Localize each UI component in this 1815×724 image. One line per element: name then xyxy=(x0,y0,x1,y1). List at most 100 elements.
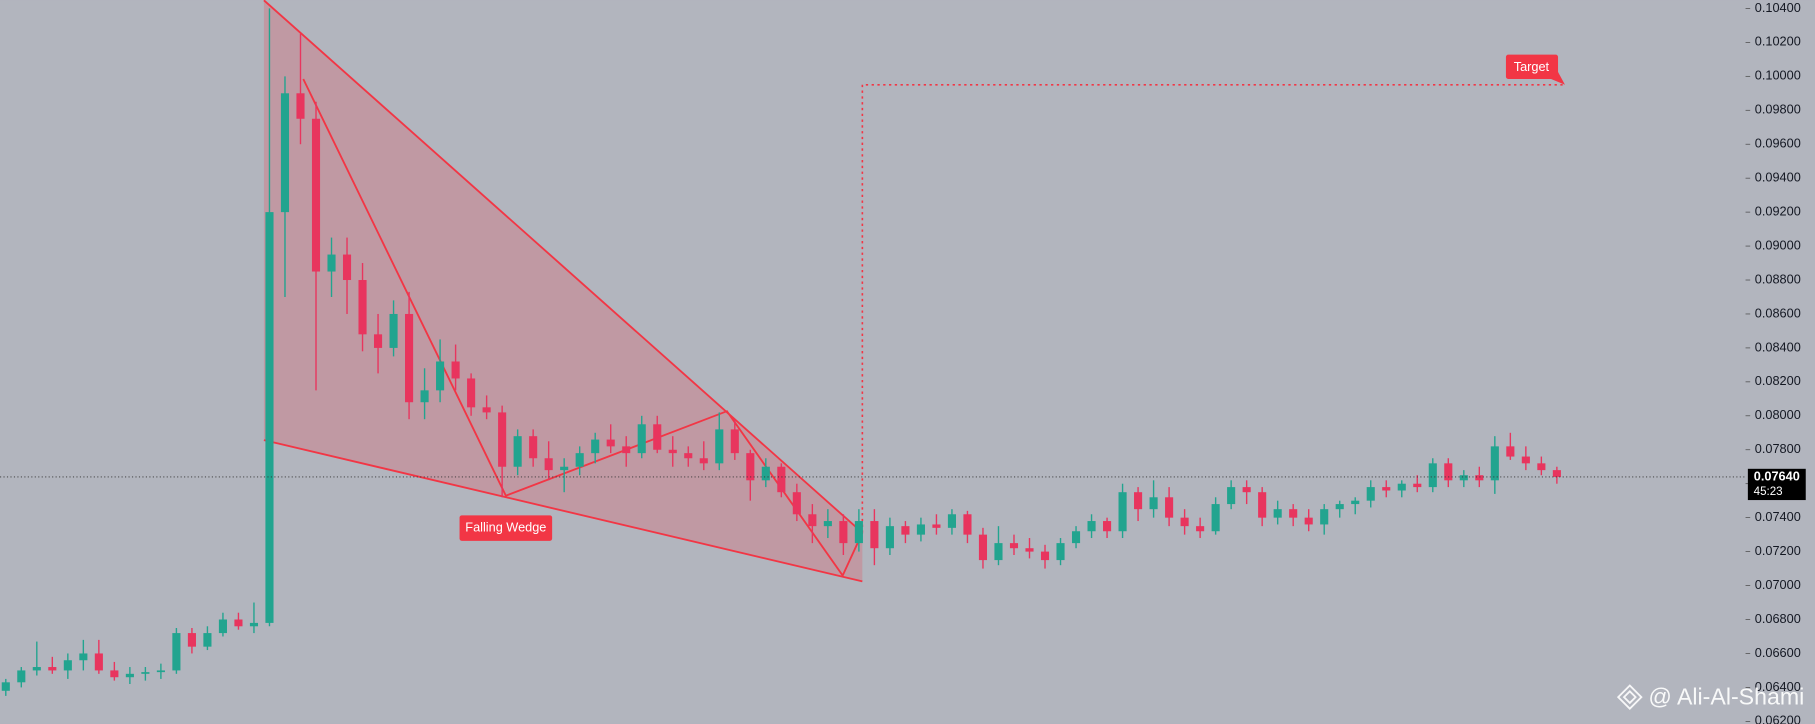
y-tick-label: 0.07400 xyxy=(1755,509,1801,524)
candle-body xyxy=(1428,463,1437,488)
candle-body xyxy=(342,254,352,281)
y-tick-label: 0.08800 xyxy=(1755,271,1801,286)
candle-body xyxy=(32,667,41,671)
candle-body xyxy=(498,412,507,467)
candle-body xyxy=(699,458,708,464)
pattern-label: Falling Wedge xyxy=(465,519,546,534)
candle-body xyxy=(1056,543,1065,561)
candle-body xyxy=(358,280,367,335)
y-tick-label: 0.06800 xyxy=(1755,611,1801,626)
candle-body xyxy=(792,492,801,515)
y-tick-label: 0.06400 xyxy=(1755,679,1801,694)
candle-body xyxy=(1444,463,1453,481)
candle-body xyxy=(1103,521,1112,532)
candle-body xyxy=(1242,487,1251,493)
candle-body xyxy=(1413,483,1422,488)
candle-body xyxy=(1,682,10,691)
candle-body xyxy=(405,313,414,403)
candle-body xyxy=(1537,463,1546,471)
candle-body xyxy=(870,521,879,549)
candle-body xyxy=(436,361,445,391)
candle-body xyxy=(48,667,57,671)
candle-body xyxy=(947,514,957,528)
candle-body xyxy=(1025,548,1034,552)
candle-body xyxy=(451,361,460,379)
candle-body xyxy=(1351,500,1360,505)
candle-body xyxy=(249,622,259,627)
candle-body xyxy=(668,449,677,454)
candle-body xyxy=(280,93,290,213)
candle-body xyxy=(513,436,522,467)
candle-body xyxy=(110,670,119,678)
candle-body xyxy=(978,534,988,561)
candle-body xyxy=(327,254,336,272)
candle-body xyxy=(963,514,972,535)
candle-body xyxy=(63,660,72,671)
candle-body xyxy=(94,653,103,671)
candle-body xyxy=(715,429,724,464)
candle-body xyxy=(1258,492,1267,518)
wedge-drawing xyxy=(263,0,1563,583)
candle-body xyxy=(1459,475,1468,481)
candle-body xyxy=(1335,504,1344,510)
candle-body xyxy=(529,436,538,459)
candle-body xyxy=(575,453,584,467)
candle-body xyxy=(1165,497,1174,518)
wedge-waves xyxy=(302,78,864,578)
countdown: 45:23 xyxy=(1754,486,1783,498)
candle-body xyxy=(234,619,243,627)
candle-body xyxy=(1196,526,1205,532)
candle-body xyxy=(1227,487,1236,505)
candle-body xyxy=(156,670,165,673)
candle-body xyxy=(1087,521,1096,532)
candle-body xyxy=(389,313,398,348)
candle-body xyxy=(994,543,1003,561)
candle-body xyxy=(839,521,848,544)
target-pointer xyxy=(1551,72,1565,85)
candle-body xyxy=(1506,446,1515,457)
y-tick-label: 0.06600 xyxy=(1755,645,1801,660)
candle-body xyxy=(823,521,832,527)
candle-body xyxy=(1009,543,1019,549)
candle-body xyxy=(467,378,476,408)
candle-body xyxy=(1118,492,1127,532)
candles xyxy=(1,8,1561,696)
candle-body xyxy=(203,633,212,647)
y-tick-label: 0.08400 xyxy=(1755,339,1801,354)
candle-body xyxy=(265,212,274,623)
candle-body xyxy=(1304,517,1313,525)
candle-body xyxy=(544,458,553,471)
candle-body xyxy=(1149,497,1158,510)
candle-body xyxy=(637,424,646,454)
candle-body xyxy=(622,446,631,454)
candle-body xyxy=(916,524,925,535)
y-tick-label: 0.10000 xyxy=(1755,68,1801,83)
candle-body xyxy=(730,429,739,454)
y-tick-label: 0.08200 xyxy=(1755,373,1801,388)
candle-body xyxy=(1475,475,1484,481)
last-price-label: 0.07640 xyxy=(1754,468,1800,483)
overlay: Falling Wedge Target @ Ali-Al-Shami 0.07… xyxy=(0,54,1806,710)
candle-body xyxy=(560,466,569,471)
candle-body xyxy=(885,526,894,549)
candle-body xyxy=(901,526,910,535)
candle-body xyxy=(761,466,770,481)
candle-body xyxy=(1289,509,1298,518)
target-label: Target xyxy=(1514,59,1550,74)
candle-body xyxy=(125,673,134,678)
y-tick-label: 0.08000 xyxy=(1755,407,1801,422)
candle-body xyxy=(1273,509,1282,518)
candle-body xyxy=(684,453,693,459)
target-path xyxy=(861,83,1563,533)
candle-body xyxy=(1040,551,1050,561)
y-tick-label: 0.09400 xyxy=(1755,170,1801,185)
pattern-label-box xyxy=(459,515,553,541)
candle-body xyxy=(1397,483,1406,491)
watermark: @ Ali-Al-Shami xyxy=(1648,683,1804,709)
candle-body xyxy=(777,466,786,493)
candle-body xyxy=(854,521,863,544)
y-tick-label: 0.09000 xyxy=(1755,237,1801,252)
candle-body xyxy=(1320,509,1329,525)
